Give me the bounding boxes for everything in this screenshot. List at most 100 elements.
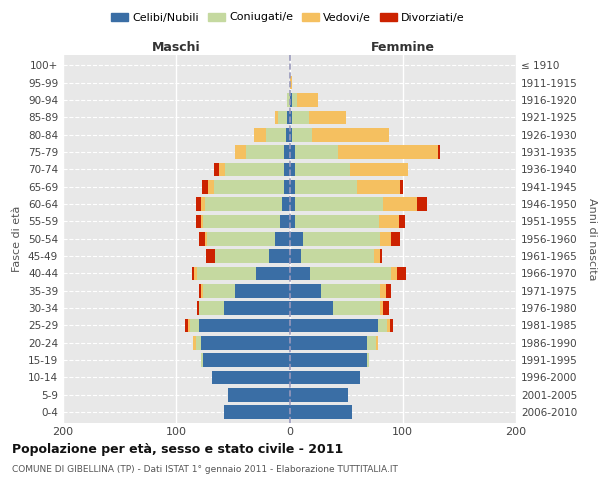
Bar bbox=[269, 250, 290, 263]
Bar bbox=[290, 318, 378, 332]
Bar bbox=[374, 250, 380, 263]
Bar bbox=[290, 336, 367, 349]
Bar bbox=[229, 388, 290, 402]
Bar bbox=[321, 284, 380, 298]
Bar bbox=[193, 336, 196, 349]
Bar bbox=[290, 284, 321, 298]
Bar bbox=[207, 232, 275, 245]
Bar bbox=[397, 266, 406, 280]
Y-axis label: Fasce di età: Fasce di età bbox=[13, 206, 22, 272]
Bar bbox=[266, 128, 286, 141]
Bar bbox=[201, 284, 203, 298]
Bar bbox=[290, 232, 303, 245]
Bar bbox=[290, 110, 292, 124]
Bar bbox=[247, 146, 284, 159]
Bar bbox=[278, 110, 287, 124]
Bar bbox=[224, 302, 290, 315]
Bar bbox=[199, 318, 290, 332]
Bar bbox=[379, 214, 400, 228]
Bar bbox=[380, 302, 383, 315]
Bar bbox=[225, 162, 284, 176]
Bar bbox=[295, 198, 383, 211]
Bar bbox=[290, 128, 292, 141]
Bar bbox=[235, 284, 290, 298]
Bar bbox=[284, 146, 290, 159]
Bar bbox=[301, 250, 374, 263]
Bar bbox=[338, 146, 438, 159]
Bar bbox=[214, 162, 219, 176]
Bar bbox=[380, 284, 386, 298]
Bar bbox=[380, 250, 382, 263]
Bar bbox=[438, 146, 440, 159]
Bar bbox=[214, 180, 284, 194]
Bar bbox=[275, 110, 278, 124]
Bar bbox=[199, 232, 205, 245]
Bar bbox=[197, 302, 199, 315]
Bar bbox=[358, 180, 400, 194]
Y-axis label: Anni di nascita: Anni di nascita bbox=[587, 198, 597, 280]
Bar bbox=[378, 318, 387, 332]
Bar bbox=[205, 198, 281, 211]
Bar bbox=[199, 302, 224, 315]
Bar bbox=[367, 336, 376, 349]
Bar bbox=[290, 388, 349, 402]
Bar bbox=[295, 214, 379, 228]
Bar bbox=[310, 266, 391, 280]
Bar bbox=[280, 214, 290, 228]
Bar bbox=[298, 94, 318, 107]
Bar bbox=[400, 214, 405, 228]
Bar bbox=[292, 128, 312, 141]
Bar bbox=[224, 406, 290, 419]
Bar bbox=[203, 214, 280, 228]
Bar bbox=[281, 198, 290, 211]
Bar bbox=[194, 266, 197, 280]
Bar bbox=[199, 284, 201, 298]
Bar bbox=[205, 232, 207, 245]
Bar bbox=[312, 128, 389, 141]
Bar bbox=[295, 162, 350, 176]
Bar bbox=[287, 94, 290, 107]
Bar bbox=[290, 162, 295, 176]
Bar bbox=[203, 284, 235, 298]
Bar bbox=[201, 214, 203, 228]
Bar bbox=[290, 180, 295, 194]
Text: COMUNE DI GIBELLINA (TP) - Dati ISTAT 1° gennaio 2011 - Elaborazione TUTTITALIA.: COMUNE DI GIBELLINA (TP) - Dati ISTAT 1°… bbox=[12, 465, 398, 474]
Bar bbox=[212, 370, 290, 384]
Bar bbox=[295, 146, 338, 159]
Bar bbox=[332, 302, 380, 315]
Bar bbox=[196, 336, 201, 349]
Bar bbox=[284, 180, 290, 194]
Legend: Celibi/Nubili, Coniugati/e, Vedovi/e, Divorziati/e: Celibi/Nubili, Coniugati/e, Vedovi/e, Di… bbox=[107, 8, 469, 27]
Bar bbox=[380, 232, 391, 245]
Bar bbox=[290, 354, 367, 367]
Bar bbox=[197, 266, 256, 280]
Bar bbox=[287, 110, 290, 124]
Bar bbox=[290, 214, 295, 228]
Bar bbox=[208, 180, 214, 194]
Bar bbox=[290, 146, 295, 159]
Bar bbox=[290, 266, 310, 280]
Bar bbox=[185, 318, 188, 332]
Bar bbox=[386, 284, 391, 298]
Bar bbox=[203, 354, 290, 367]
Bar bbox=[201, 354, 203, 367]
Bar bbox=[383, 302, 389, 315]
Bar bbox=[196, 198, 201, 211]
Bar bbox=[309, 110, 346, 124]
Bar bbox=[292, 110, 309, 124]
Bar bbox=[303, 232, 380, 245]
Bar bbox=[215, 250, 269, 263]
Bar bbox=[219, 162, 225, 176]
Bar bbox=[376, 336, 378, 349]
Bar bbox=[290, 250, 301, 263]
Bar bbox=[202, 180, 208, 194]
Bar bbox=[256, 266, 290, 280]
Bar bbox=[295, 180, 358, 194]
Bar bbox=[290, 198, 295, 211]
Bar bbox=[367, 354, 369, 367]
Bar bbox=[290, 370, 360, 384]
Bar bbox=[391, 232, 400, 245]
Bar bbox=[290, 406, 352, 419]
Bar bbox=[350, 162, 409, 176]
Bar bbox=[390, 318, 392, 332]
